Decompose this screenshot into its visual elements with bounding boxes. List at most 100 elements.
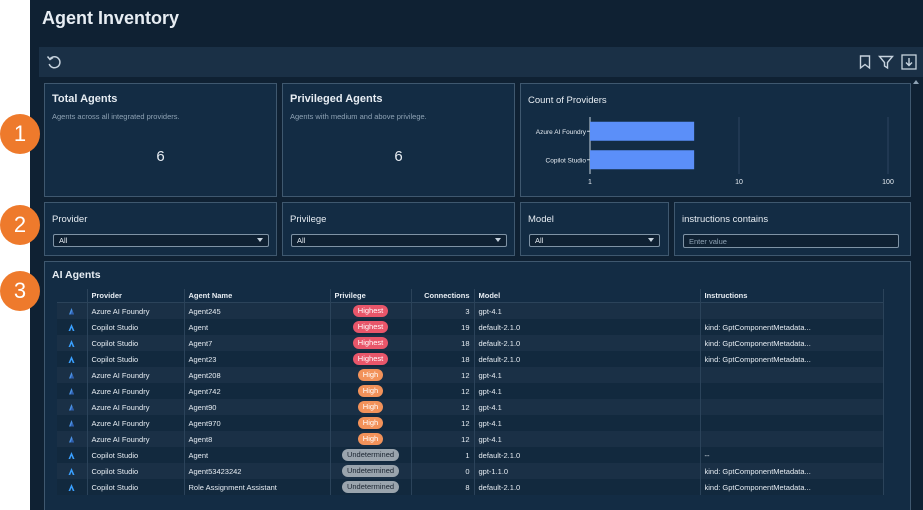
filter-icon[interactable] [877, 53, 895, 71]
privilege-cell: High [330, 367, 412, 383]
table-row[interactable]: Copilot Studio Agent53423242 Undetermined 0… [57, 463, 884, 479]
table-row[interactable]: Copilot Studio Role Assignment Assistant U… [57, 479, 884, 495]
filter-label: Provider [52, 214, 88, 225]
bookmark-icon[interactable] [856, 53, 874, 71]
model-cell: default-2.1.0 [474, 351, 701, 367]
scroll-up-arrow[interactable] [913, 80, 919, 84]
instructions-filter: instructions contains [674, 202, 911, 256]
connections-cell: 19 [411, 319, 475, 335]
table-row[interactable]: Azure AI Foundry Agent208 High 12 gpt-4.1 [57, 367, 884, 383]
provider-icon-cell [57, 463, 88, 479]
connections-cell: 3 [411, 302, 475, 319]
card-subtitle: Agents across all integrated providers. [52, 112, 180, 121]
filter-label: Model [528, 214, 554, 225]
provider-cell: Copilot Studio [87, 447, 185, 463]
provider-icon-cell [57, 367, 88, 383]
privilege-column-header[interactable]: Privilege [330, 289, 412, 303]
table-row[interactable]: Copilot Studio Agent Highest 19 default-2.1.… [57, 319, 884, 335]
table-row[interactable]: Azure AI Foundry Agent8 High 12 gpt-4.1 [57, 431, 884, 447]
agent-name-cell: Agent742 [184, 383, 331, 399]
provider-icon-cell [57, 447, 88, 463]
provider-select[interactable]: All [53, 234, 269, 247]
instructions-cell [700, 367, 884, 383]
model-column-header[interactable]: Model [474, 289, 701, 303]
provider-icon-cell [57, 383, 88, 399]
download-icon[interactable] [900, 53, 918, 71]
x-tick-label: 1 [588, 179, 592, 186]
privilege-badge: High [357, 385, 384, 397]
table-row[interactable]: Azure AI Foundry Agent970 High 12 gpt-4.1 [57, 415, 884, 431]
provider-icon-cell [57, 479, 88, 495]
azure-ai-foundry-icon [67, 307, 76, 316]
instructions-cell: kind: GptComponentMetadata... [700, 351, 884, 367]
card-title: Privileged Agents [290, 93, 383, 105]
instructions-column-header[interactable]: Instructions [700, 289, 884, 303]
privilege-filter: Privilege All [282, 202, 515, 256]
table-row[interactable]: Copilot Studio Agent Undetermined 1 default-… [57, 447, 884, 463]
instructions-cell [700, 383, 884, 399]
icon-column-header [57, 289, 88, 303]
chart-bar [590, 121, 695, 141]
table-row[interactable]: Azure AI Foundry Agent90 High 12 gpt-4.1 [57, 399, 884, 415]
provider-icon-cell [57, 415, 88, 431]
privilege-cell: Highest [330, 319, 412, 335]
privilege-badge: Undetermined [341, 449, 400, 461]
y-tick-label: Copilot Studio [546, 157, 587, 164]
table-row[interactable]: Copilot Studio Agent7 Highest 18 default-2.1… [57, 335, 884, 351]
agent-name-cell: Agent245 [184, 302, 331, 319]
connections-column-header[interactable]: Connections [411, 289, 475, 303]
table-header-row: Provider Agent Name Privilege Connection… [57, 289, 884, 303]
model-cell: gpt-4.1 [474, 415, 701, 431]
connections-cell: 12 [411, 415, 475, 431]
card-title: Total Agents [52, 93, 118, 105]
privilege-badge: Undetermined [341, 481, 400, 493]
provider-icon-cell [57, 351, 88, 367]
provider-cell: Azure AI Foundry [87, 399, 185, 415]
ai-agents-section: AI Agents Provider Agent Name Privilege … [44, 261, 911, 510]
chevron-down-icon [495, 238, 501, 242]
privilege-badge: High [357, 433, 384, 445]
callout-badge: 2 [0, 205, 40, 245]
agent-name-cell: Role Assignment Assistant [184, 479, 331, 495]
agent-name-cell: Agent [184, 319, 331, 335]
chart-title: Count of Providers [528, 95, 607, 106]
azure-ai-foundry-icon [67, 419, 76, 428]
agent-name-column-header[interactable]: Agent Name [184, 289, 331, 303]
instructions-cell: kind: GptComponentMetadata... [700, 319, 884, 335]
chevron-down-icon [648, 238, 654, 242]
model-cell: gpt-4.1 [474, 302, 701, 319]
privilege-select[interactable]: All [291, 234, 507, 247]
model-cell: gpt-4.1 [474, 383, 701, 399]
privilege-badge: Highest [352, 337, 389, 349]
copilot-studio-icon [67, 339, 76, 348]
copilot-studio-icon [67, 355, 76, 364]
model-select[interactable]: All [529, 234, 660, 247]
connections-cell: 8 [411, 479, 475, 495]
card-subtitle: Agents with medium and above privilege. [290, 112, 427, 121]
connections-cell: 0 [411, 463, 475, 479]
callout-badge: 3 [0, 271, 40, 311]
instructions-input[interactable] [683, 234, 899, 248]
copilot-studio-icon [67, 467, 76, 476]
connections-cell: 12 [411, 367, 475, 383]
provider-cell: Copilot Studio [87, 479, 185, 495]
model-cell: gpt-4.1 [474, 367, 701, 383]
model-cell: gpt-4.1 [474, 431, 701, 447]
privilege-badge: High [357, 369, 384, 381]
copilot-studio-icon [67, 323, 76, 332]
privilege-cell: Undetermined [330, 479, 412, 495]
provider-cell: Azure AI Foundry [87, 383, 185, 399]
agent-name-cell: Agent53423242 [184, 463, 331, 479]
provider-column-header[interactable]: Provider [87, 289, 185, 303]
agents-table: Provider Agent Name Privilege Connection… [57, 289, 884, 495]
chart-canvas: 1 10 100 Azure AI Foundry Copilot Studio [536, 117, 894, 186]
filter-label: instructions contains [682, 214, 769, 225]
instructions-cell: kind: GptComponentMetadata... [700, 335, 884, 351]
table-row[interactable]: Azure AI Foundry Agent245 Highest 3 gpt-4.1 [57, 302, 884, 319]
total-agents-card: Total Agents Agents across all integrate… [44, 83, 277, 197]
table-row[interactable]: Copilot Studio Agent23 Highest 18 default-2.… [57, 351, 884, 367]
connections-cell: 12 [411, 431, 475, 447]
refresh-icon[interactable] [45, 53, 63, 71]
table-row[interactable]: Azure AI Foundry Agent742 High 12 gpt-4.1 [57, 383, 884, 399]
provider-cell: Azure AI Foundry [87, 302, 185, 319]
